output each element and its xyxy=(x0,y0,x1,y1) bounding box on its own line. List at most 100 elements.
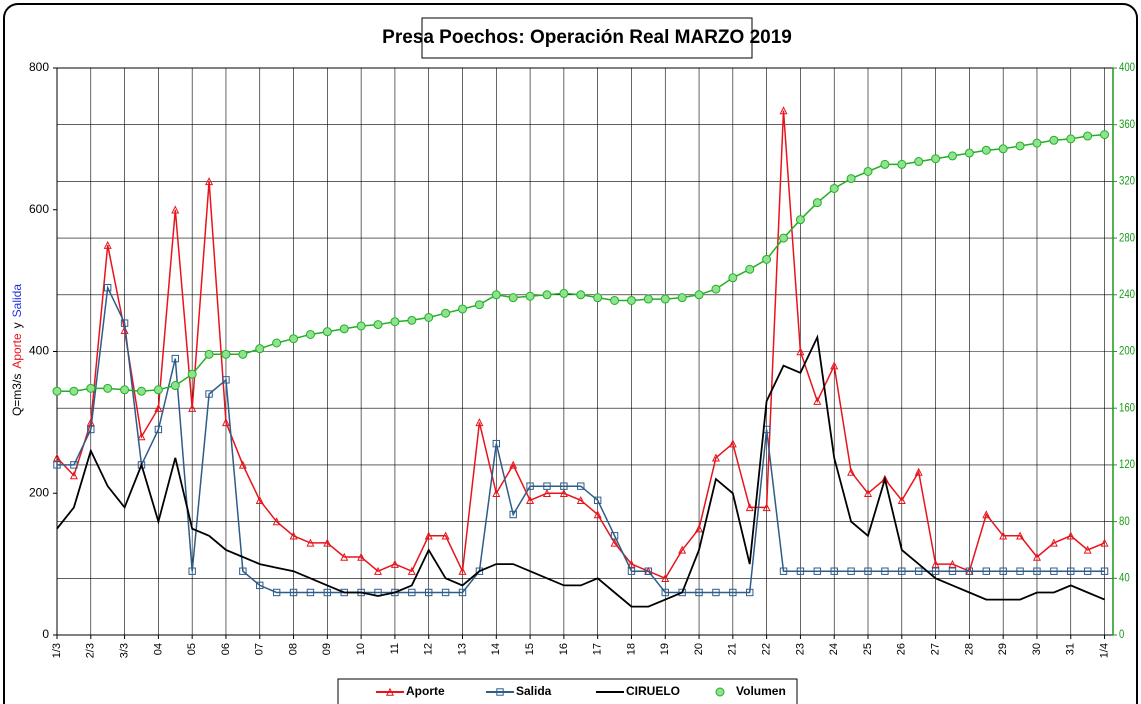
point xyxy=(661,588,669,597)
x-tick-label: 08 xyxy=(287,643,299,655)
point xyxy=(272,517,281,526)
point xyxy=(965,567,974,575)
point xyxy=(509,460,518,469)
x-tick-label: 13 xyxy=(456,643,468,655)
point xyxy=(1016,567,1024,575)
point xyxy=(813,396,822,405)
point xyxy=(627,567,636,575)
x-tick-label: 28 xyxy=(963,643,975,655)
x-tick-label: 26 xyxy=(896,643,908,655)
y2-tick-label: 280 xyxy=(1119,231,1135,244)
point xyxy=(153,385,163,395)
x-tick-label: 30 xyxy=(1031,643,1043,655)
point xyxy=(999,567,1007,575)
y-tick-label: 200 xyxy=(29,485,49,499)
point xyxy=(509,510,517,519)
point xyxy=(863,166,873,176)
x-tick-label: 12 xyxy=(423,643,435,655)
point xyxy=(305,329,315,339)
point xyxy=(171,354,179,363)
legend-marker xyxy=(715,687,725,697)
point xyxy=(880,159,890,169)
point xyxy=(1016,531,1025,540)
point xyxy=(643,294,653,304)
point xyxy=(525,291,535,301)
point xyxy=(914,467,923,476)
point xyxy=(340,552,349,561)
y-axis-label: Q=m3/s Aporte y Salida xyxy=(10,284,24,416)
point xyxy=(1066,134,1076,144)
point xyxy=(120,385,130,395)
point xyxy=(746,588,754,597)
x-tick-label: 25 xyxy=(862,643,874,655)
point xyxy=(458,566,467,575)
y-label-part: Q=m3/s xyxy=(10,374,24,416)
point xyxy=(678,545,687,554)
point xyxy=(576,496,585,505)
y-label-part: Salida xyxy=(10,284,24,318)
point xyxy=(306,538,315,547)
point xyxy=(475,567,484,575)
point xyxy=(221,418,230,427)
point xyxy=(795,215,805,225)
point xyxy=(1049,538,1058,547)
point xyxy=(593,496,602,505)
point xyxy=(1066,531,1075,540)
x-tick-label: 15 xyxy=(524,643,536,655)
point xyxy=(559,288,569,298)
x-tick-label: 18 xyxy=(625,643,637,655)
point xyxy=(947,151,957,161)
point xyxy=(847,567,855,575)
y2-tick-label: 40 xyxy=(1119,572,1130,585)
y-tick-label: 0 xyxy=(42,627,49,641)
point xyxy=(103,383,113,393)
point xyxy=(931,559,940,568)
point xyxy=(187,369,197,379)
point xyxy=(238,460,247,469)
point xyxy=(323,588,332,597)
y2-tick-label: 360 xyxy=(1119,118,1135,131)
point xyxy=(914,567,923,575)
x-tick-label: 11 xyxy=(389,643,401,654)
y2-tick-label: 400 xyxy=(1119,61,1135,74)
x-tick-label: 23 xyxy=(794,643,806,655)
point xyxy=(1083,131,1093,141)
y-tick-label: 400 xyxy=(29,344,49,358)
point xyxy=(508,293,518,303)
point xyxy=(136,386,146,396)
point xyxy=(560,482,568,490)
x-tick-label: 17 xyxy=(592,643,604,655)
point xyxy=(644,567,653,575)
y-tick-label: 800 xyxy=(29,60,49,74)
point xyxy=(289,531,298,540)
point xyxy=(491,290,501,300)
point xyxy=(322,327,332,337)
point xyxy=(1083,567,1092,575)
point xyxy=(779,233,789,243)
point xyxy=(694,290,704,300)
point xyxy=(542,290,552,300)
point xyxy=(1032,138,1042,148)
point xyxy=(70,461,78,469)
point xyxy=(52,386,62,396)
point xyxy=(103,284,112,292)
point xyxy=(272,338,282,348)
y2-tick-label: 320 xyxy=(1119,175,1135,188)
point xyxy=(813,567,822,575)
point xyxy=(542,488,551,497)
point xyxy=(1050,567,1058,575)
point xyxy=(390,317,400,327)
point xyxy=(390,559,399,568)
point xyxy=(425,588,433,597)
point xyxy=(475,418,484,427)
point xyxy=(830,567,838,575)
point xyxy=(964,148,974,158)
point xyxy=(999,531,1008,540)
x-tick-label: 3/3 xyxy=(118,643,130,658)
legend-label: CIRUELO xyxy=(626,684,680,698)
point xyxy=(661,573,670,582)
point xyxy=(441,531,450,540)
point xyxy=(1100,567,1109,575)
x-tick-label: 31 xyxy=(1065,643,1077,655)
x-tick-label: 10 xyxy=(355,643,367,655)
